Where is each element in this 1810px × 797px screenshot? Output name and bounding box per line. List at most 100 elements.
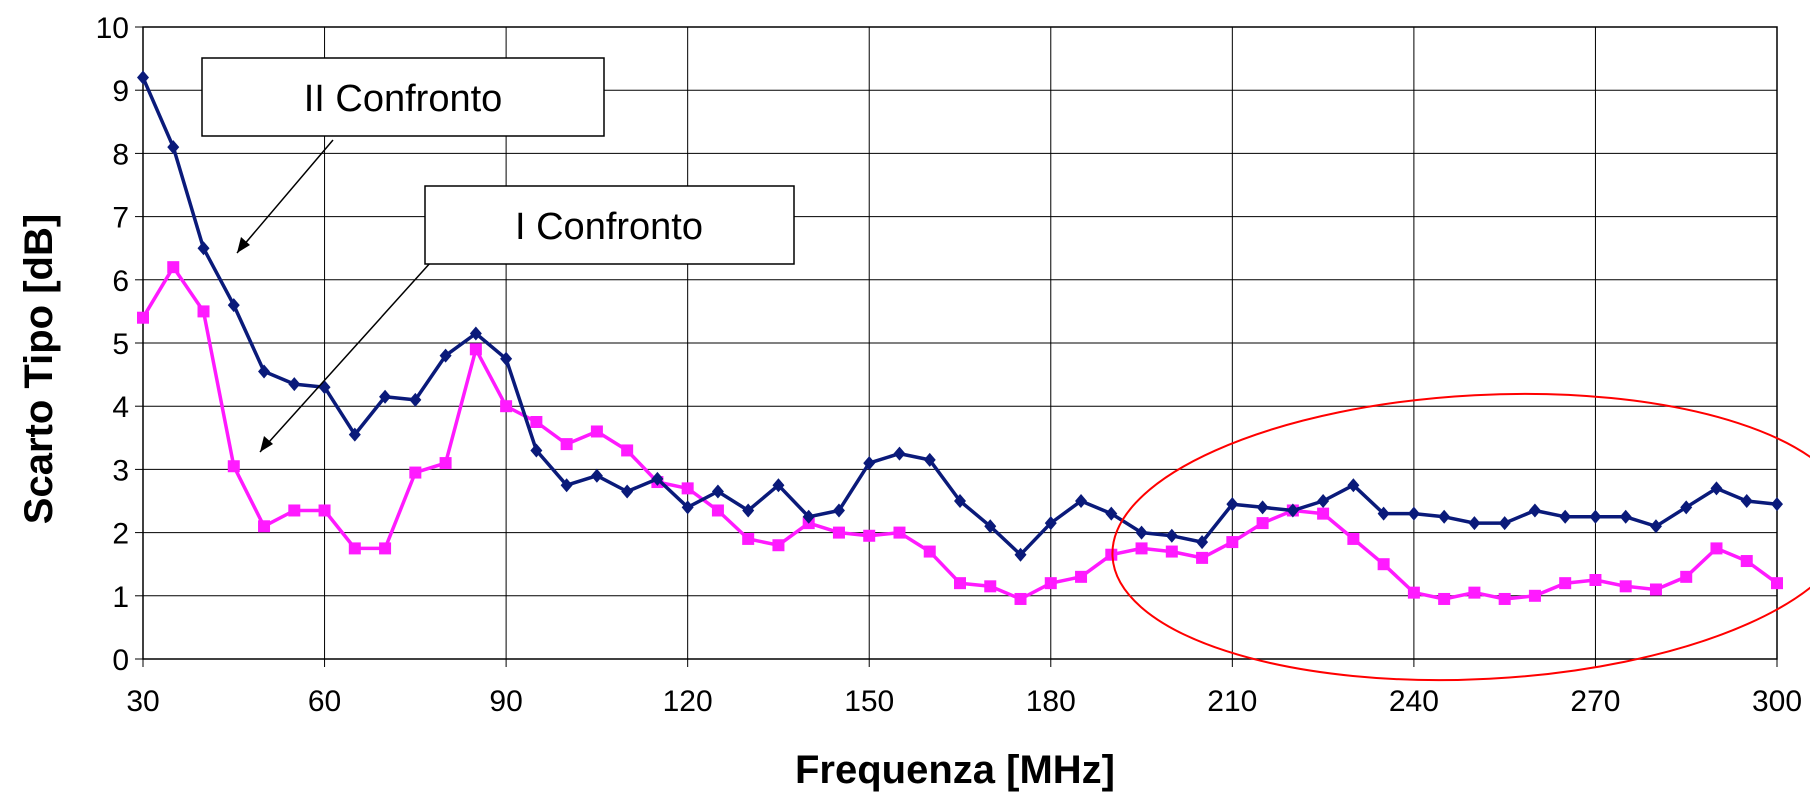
data-point [590, 468, 603, 483]
data-point [167, 140, 180, 155]
y-tick-label: 8 [112, 138, 129, 171]
data-point [1528, 589, 1541, 602]
data-point [1256, 517, 1269, 530]
callout-arrowhead-ii [237, 237, 250, 253]
data-point [500, 351, 513, 366]
data-point [137, 311, 149, 324]
data-point [1528, 503, 1541, 518]
data-point [1649, 583, 1662, 596]
data-point [137, 70, 149, 85]
data-point [560, 438, 573, 451]
plot-border [142, 26, 1778, 660]
data-point [1165, 528, 1178, 543]
y-axis-title: Scarto Tipo [dB] [17, 214, 61, 524]
data-point [1468, 516, 1481, 531]
callout-box-ii [201, 57, 605, 137]
highlight-ellipse [1111, 392, 1810, 682]
y-tick-label: 5 [112, 328, 129, 361]
x-tick-label: 150 [844, 685, 894, 718]
data-point [1680, 500, 1693, 515]
data-point [1771, 497, 1783, 512]
x-tick-label: 270 [1570, 685, 1620, 718]
data-point [1075, 494, 1088, 508]
data-point [863, 529, 876, 542]
y-tick-label: 6 [112, 265, 129, 298]
data-point [469, 326, 482, 341]
data-point [1710, 481, 1723, 496]
data-point [1135, 525, 1148, 540]
data-point [1559, 509, 1572, 524]
data-point [711, 484, 724, 499]
x-tick-label: 180 [1026, 685, 1076, 718]
data-point [832, 526, 845, 539]
x-tick-label: 300 [1752, 685, 1802, 718]
data-point [1105, 548, 1118, 561]
data-point [1438, 509, 1451, 524]
x-tick-label: 90 [489, 685, 522, 718]
data-point [1740, 555, 1753, 568]
data-point [1498, 592, 1511, 605]
data-point [1226, 497, 1239, 512]
data-point [742, 503, 755, 518]
data-point [1649, 519, 1662, 534]
data-point [1710, 542, 1723, 555]
data-point [1044, 577, 1057, 590]
callout-label-i: I Confronto [515, 206, 703, 248]
data-point [379, 389, 392, 404]
data-point [288, 377, 301, 392]
data-point [1165, 545, 1178, 558]
data-point [409, 466, 422, 479]
data-point [1498, 516, 1511, 531]
data-point [500, 400, 513, 413]
x-tick-label: 60 [308, 685, 341, 718]
data-point [348, 542, 361, 555]
y-tick-label: 10 [96, 12, 129, 45]
y-tick-label: 7 [112, 202, 129, 235]
data-point [1407, 586, 1420, 599]
callout-arrowhead-i [260, 436, 273, 452]
grid [135, 26, 1778, 667]
data-point [288, 504, 301, 517]
data-point [954, 494, 966, 508]
data-point [1226, 536, 1239, 549]
x-tick-label: 240 [1389, 685, 1439, 718]
series-i-confronto [137, 261, 1783, 605]
data-point [1256, 500, 1269, 515]
data-point [1407, 506, 1420, 521]
y-tick-label: 4 [112, 391, 129, 424]
data-point [197, 305, 210, 318]
data-point [651, 471, 664, 486]
data-point [1589, 574, 1602, 586]
data-point [863, 456, 876, 471]
data-point [621, 484, 634, 499]
callout-label-ii: II Confronto [304, 78, 503, 120]
data-point [772, 539, 785, 552]
data-point [1075, 570, 1088, 583]
data-point [530, 416, 543, 428]
data-point [621, 444, 634, 457]
data-point [1317, 507, 1330, 520]
y-tick-label: 3 [112, 454, 129, 487]
callout-arrow-i [259, 261, 432, 453]
data-point [258, 364, 271, 379]
data-point [923, 545, 936, 558]
data-point [1377, 558, 1390, 571]
series-ii-confronto [137, 70, 1783, 562]
data-point [1347, 532, 1360, 545]
data-point [1619, 580, 1632, 593]
data-point [227, 298, 240, 313]
data-point [954, 577, 966, 590]
callout-arrow-ii [236, 139, 334, 254]
data-point [1014, 592, 1027, 605]
data-point [742, 532, 755, 545]
data-point [348, 427, 361, 442]
overlay-layer: II Confronto I Confronto [201, 57, 1810, 682]
data-point [1740, 494, 1753, 508]
series-layer [137, 70, 1783, 605]
data-point [984, 519, 997, 534]
data-point [1196, 551, 1209, 564]
data-point [1468, 586, 1481, 599]
data-point [711, 504, 724, 517]
data-point [227, 460, 240, 473]
